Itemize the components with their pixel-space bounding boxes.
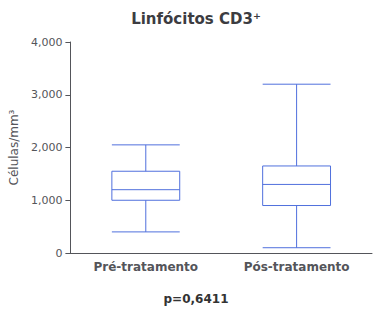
svg-text:4,000: 4,000 [31, 36, 63, 49]
svg-text:p=0,6411: p=0,6411 [164, 292, 229, 306]
svg-text:Pré-tratamento: Pré-tratamento [93, 260, 198, 274]
svg-text:1,000: 1,000 [31, 194, 63, 207]
svg-text:3,000: 3,000 [31, 88, 63, 101]
svg-text:2,000: 2,000 [31, 141, 63, 154]
svg-text:Linfócitos CD3⁺: Linfócitos CD3⁺ [131, 10, 261, 28]
svg-text:0: 0 [55, 247, 62, 260]
svg-text:Pós-tratamento: Pós-tratamento [244, 260, 350, 274]
svg-text:Células/mm³: Células/mm³ [7, 109, 21, 185]
